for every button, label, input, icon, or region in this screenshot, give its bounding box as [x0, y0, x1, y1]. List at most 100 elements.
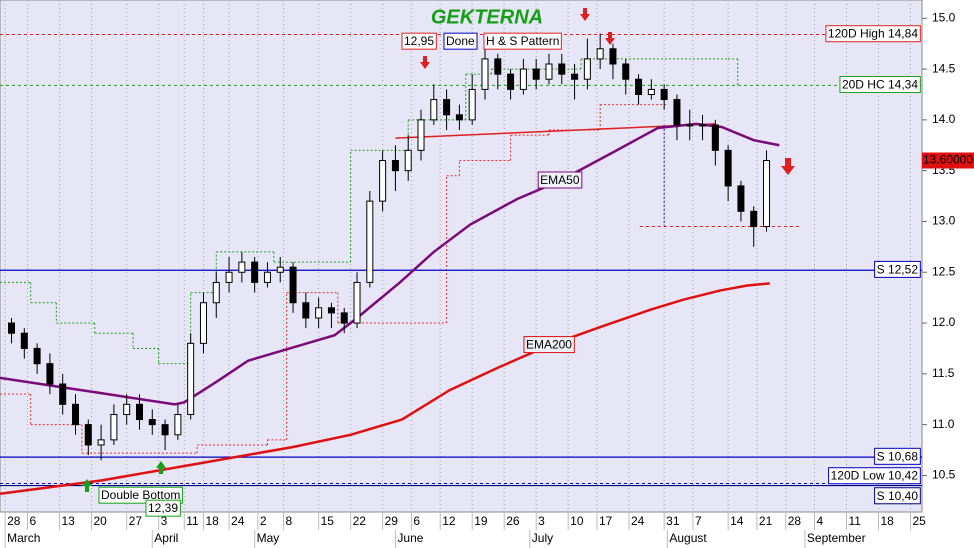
candle-body	[97, 439, 105, 446]
candle-body	[72, 403, 80, 426]
annotation: 12,95	[404, 34, 434, 48]
month-label: August	[669, 531, 707, 545]
level-label-box	[874, 260, 921, 278]
x-tick-label: 20	[93, 514, 107, 528]
x-tick-label: 26	[506, 514, 520, 528]
x-tick-label: 11	[848, 514, 861, 528]
level-label-box	[828, 467, 921, 485]
x-tick-label: 24	[231, 514, 245, 528]
y-tick-label: 14.0	[932, 112, 956, 126]
candle-body	[673, 99, 681, 126]
level-label: 20D HC 14,34	[842, 78, 918, 92]
candle-body	[583, 58, 591, 80]
candle-body	[238, 261, 246, 273]
level-label-box	[825, 25, 921, 43]
annotation: Double Bottom	[101, 488, 180, 502]
candle-body	[20, 332, 28, 349]
ma-line	[0, 282, 770, 495]
last-price-label: 13.60000	[923, 153, 973, 167]
last-price-box	[922, 152, 974, 169]
level-label-box	[839, 76, 921, 94]
month-label: July	[532, 531, 553, 545]
level-label: 120D High 14,84	[828, 27, 918, 41]
x-tick-label: 19	[474, 514, 488, 528]
candle-body	[59, 383, 67, 405]
candle-body	[148, 419, 156, 426]
x-tick-label: 6	[413, 514, 420, 528]
candle-body	[596, 48, 604, 60]
candle-body	[110, 413, 118, 441]
candle-body	[699, 124, 707, 127]
y-tick-label: 14.5	[932, 61, 956, 75]
candle-body	[251, 261, 259, 283]
x-tick-label: 21	[759, 514, 773, 528]
candle-body	[647, 88, 655, 95]
month-label: April	[154, 531, 178, 545]
axes: 28 6 13 20 27 3 11 18 24 2 8 15 22 29 6 12 19 26 3 10 17 24 31…	[4, 10, 956, 548]
x-tick-label: 12	[442, 514, 456, 528]
x-tick-label: 31	[666, 514, 680, 528]
level-label-box	[874, 487, 921, 505]
candle-body	[135, 403, 143, 421]
x-tick-label: 11	[186, 514, 199, 528]
month-label: March	[7, 531, 40, 545]
x-tick-label: 3	[538, 514, 545, 528]
plot-background	[0, 0, 923, 513]
month-label: September	[807, 531, 866, 545]
x-tick-label: 2	[260, 514, 267, 528]
candle-body	[327, 307, 335, 314]
candle-body	[123, 403, 131, 415]
candle-body	[340, 312, 348, 324]
candle-body	[199, 302, 207, 344]
candle-body	[571, 73, 579, 80]
annotation: Done	[446, 34, 475, 48]
candle-body	[711, 124, 719, 151]
annotation-box	[145, 499, 181, 517]
x-tick-label: 28	[788, 514, 802, 528]
legend-label-box	[537, 171, 583, 189]
y-tick-label: 12.0	[932, 315, 956, 329]
candle-body	[379, 160, 387, 202]
month-label: May	[257, 531, 280, 545]
candle-body	[404, 149, 412, 172]
arrows	[82, 8, 795, 492]
candle-body	[545, 63, 553, 80]
x-tick-label: 6	[30, 514, 37, 528]
x-tick-label: 28	[7, 514, 21, 528]
candle-body	[212, 281, 220, 304]
x-tick-label: 4	[817, 514, 824, 528]
x-tick-label: 18	[880, 514, 894, 528]
candle-body	[430, 99, 438, 121]
candle-body	[289, 266, 297, 304]
down-arrow	[781, 158, 795, 175]
candle-body	[609, 48, 617, 65]
candle-body	[468, 88, 476, 121]
x-tick-label: 27	[129, 514, 143, 528]
candle-body	[302, 302, 310, 319]
candle-body	[225, 271, 233, 283]
annotation: 12,39	[148, 501, 178, 515]
down-arrow	[605, 32, 615, 45]
level-label: 120D Low 10,42	[831, 469, 919, 483]
level-label: S 10,40	[877, 489, 919, 503]
candle-body	[532, 68, 540, 80]
candle-body	[443, 99, 451, 116]
plot-area	[0, 0, 922, 512]
legend-label-box	[523, 336, 575, 354]
up-arrow	[156, 461, 166, 474]
annotation: H & S Pattern	[486, 34, 559, 48]
candle-body	[174, 413, 182, 436]
candle-body	[660, 88, 668, 101]
x-tick-label: 14	[730, 514, 744, 528]
level-label: S 12,52	[877, 262, 919, 276]
candle-body	[622, 63, 630, 80]
candle-body	[84, 424, 92, 446]
x-tick-label: 7	[695, 514, 702, 528]
legend-label: EMA200	[526, 338, 572, 352]
candle-body	[417, 119, 425, 151]
x-tick-label: 15	[321, 514, 335, 528]
annotation-box	[401, 32, 437, 50]
candle-body	[750, 210, 758, 228]
candle-body	[366, 200, 374, 283]
